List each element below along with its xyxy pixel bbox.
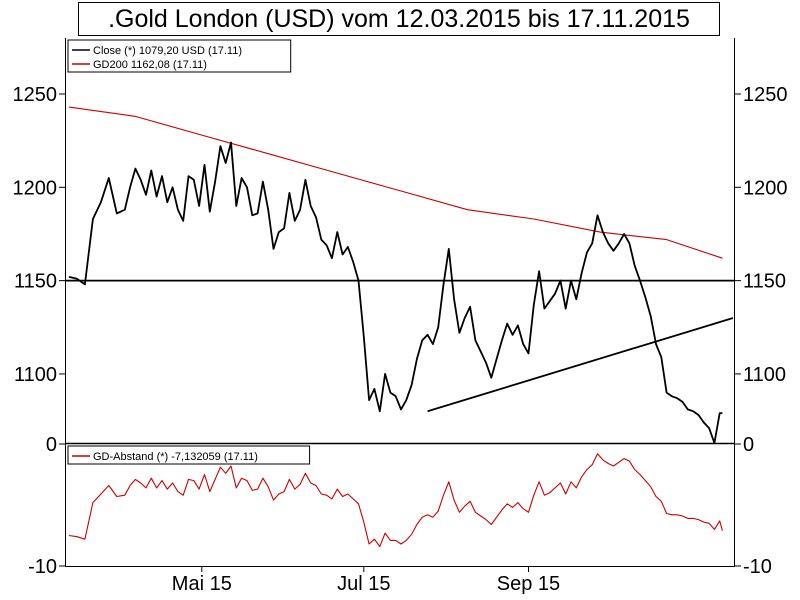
y-tick-label-right: 1250 (743, 84, 788, 106)
legend-box (67, 445, 311, 465)
legend-label: Close (*) 1079,20 USD (17.11) (93, 45, 242, 57)
x-tick-label: Mai 15 (172, 573, 232, 595)
x-tick-label: Jul 15 (337, 573, 390, 595)
y-tick-label-left: 1150 (14, 271, 57, 293)
y-tick-label-left: 1100 (14, 364, 57, 386)
y-tick-label-left: 1200 (13, 177, 58, 199)
legend-box (67, 39, 292, 73)
y-tick-label-left: 1250 (13, 84, 58, 106)
trend-line (427, 317, 734, 413)
legend-label: GD-Abstand (*) -7,132059 (17.11) (93, 451, 258, 463)
series-line-gd-abstand (68, 453, 723, 548)
y-tick-label-right: -10 (743, 556, 772, 578)
plot-frames (65, 38, 735, 567)
series-line-gd200 (68, 106, 723, 259)
y-tick-label-left: 0 (46, 434, 57, 456)
distance-panel: -10 -10 0 0 GD-Abstand (*) -7,132059 (17.11) (28, 434, 772, 578)
legend-label: GD200 1162,08 (17.11) (93, 59, 207, 71)
x-axis: Mai 15 Jul 15 Sep 15 (172, 566, 560, 595)
y-tick-label-right: 1100 (743, 364, 786, 386)
y-tick-label-right: 1200 (743, 177, 788, 199)
y-tick-label-right: 1150 (743, 271, 786, 293)
chart-title: .Gold London (USD) vom 12.03.2015 bis 17… (78, 2, 720, 36)
x-tick-label: Sep 15 (497, 573, 560, 595)
y-tick-label-left: -10 (28, 556, 57, 578)
price-panel: 1100 1100 1150 1150 1200 1200 1250 1250 Close (*… (13, 39, 788, 444)
series-line-close (68, 141, 723, 444)
y-tick-label-right: 0 (743, 434, 754, 456)
